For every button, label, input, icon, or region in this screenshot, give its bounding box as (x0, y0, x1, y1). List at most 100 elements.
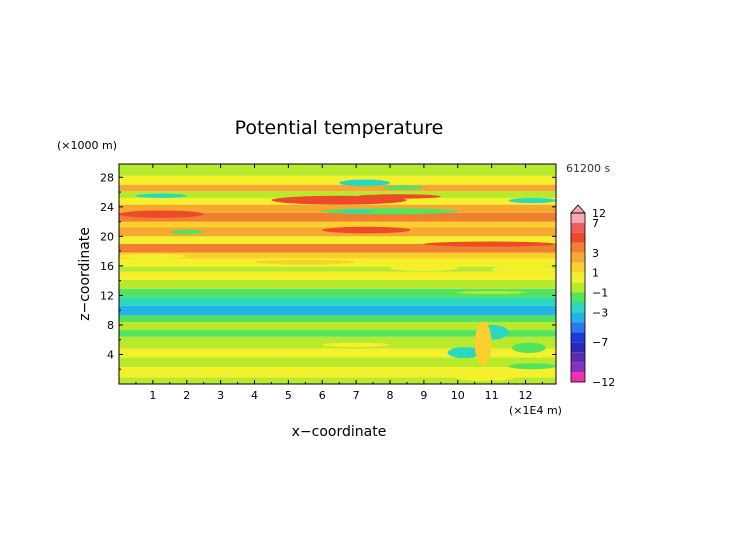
x-tick-label: 2 (183, 389, 190, 402)
field-patch (339, 209, 374, 213)
colorbar-frame (570, 212, 586, 383)
field-patch (118, 254, 187, 259)
layer-band (119, 164, 556, 176)
colorbar-tick-label: 1 (592, 267, 599, 280)
field-patch (135, 193, 187, 198)
colorbar-band (571, 262, 585, 273)
colorbar-band (571, 312, 585, 323)
layer-band (119, 336, 556, 349)
plot-area (118, 163, 557, 385)
x-tick-label: 10 (451, 389, 465, 402)
colorbar-band (571, 252, 585, 263)
x-axis: 1 2 3 4 5 6 7 8 9 10 11 12 (135, 164, 543, 402)
colorbar: 127 3 1 −1 −3 −7 −12 (570, 204, 615, 389)
field-patch (474, 321, 492, 366)
x-tick-label: 8 (387, 389, 394, 402)
colorbar-band (571, 362, 585, 373)
x-tick-label: 3 (217, 389, 224, 402)
y-axis-label: z−coordinate (77, 227, 93, 321)
x-tick-label: 7 (353, 389, 360, 402)
colorbar-tick-label: −7 (592, 336, 608, 349)
layer-band (119, 305, 556, 316)
x-axis-label: x−coordinate (292, 424, 387, 440)
layer-band (119, 212, 556, 222)
colorbar-band (571, 232, 585, 243)
colorbar-band (571, 242, 585, 253)
x-unit-label: (×1E4 m) (509, 404, 562, 417)
field-patch (491, 265, 556, 274)
y-tick-label: 4 (107, 348, 114, 361)
layer-band (119, 175, 556, 185)
y-tick-label: 24 (100, 201, 114, 214)
colorbar-band (571, 222, 585, 233)
layer-band (119, 204, 556, 213)
layer-band (119, 348, 556, 358)
x-tick-label: 9 (420, 389, 427, 402)
layer-band (119, 330, 556, 337)
y-tick-label: 12 (100, 289, 114, 302)
colorbar-band (571, 342, 585, 353)
colorbar-band (571, 322, 585, 333)
colorbar-tick-label: 3 (592, 247, 599, 260)
layer-band (119, 315, 556, 322)
y-axis: 4 8 12 16 20 24 28 (100, 171, 556, 370)
layer-band (119, 236, 556, 244)
layer-band (119, 191, 556, 198)
layer-band (119, 321, 556, 331)
field-patch (390, 265, 458, 272)
y-tick-label: 8 (107, 319, 114, 332)
x-tick-label: 1 (149, 389, 156, 402)
colorbar-band (571, 282, 585, 293)
field-patch (450, 369, 519, 382)
field-patch (322, 226, 411, 234)
field-patch (423, 241, 556, 247)
y-tick-label: 28 (100, 171, 114, 184)
colorbar-band (571, 332, 585, 343)
chart-title: Potential temperature (235, 117, 444, 139)
field-patch (322, 342, 391, 348)
field-patch (356, 194, 441, 199)
field-patch (457, 290, 526, 294)
plot-frame (118, 163, 557, 385)
x-tick-label: 5 (285, 389, 292, 402)
layer-band (119, 297, 556, 306)
layer-band (119, 221, 556, 228)
x-tick-label: 12 (519, 389, 533, 402)
y-tick-label: 20 (100, 230, 114, 243)
layer-band (119, 377, 556, 384)
field-patch (118, 210, 204, 218)
x-tick-label: 11 (485, 389, 499, 402)
colorbar-band (571, 302, 585, 313)
field-patch (508, 363, 556, 370)
colorbar-tick-label: 12 (592, 207, 606, 220)
x-tick-label: 6 (319, 389, 326, 402)
layer-band (119, 279, 556, 289)
colorbar-tick-label: −1 (592, 287, 608, 300)
layer-band (119, 184, 556, 192)
colorbar-band (571, 272, 585, 283)
colorbar-tick-label: 7 (592, 217, 599, 230)
layer-band (119, 252, 556, 259)
layer-band (119, 271, 556, 280)
layer-band (119, 243, 556, 253)
field-patch (339, 179, 391, 187)
layer-band (119, 288, 556, 298)
y-unit-label: (×1000 m) (57, 139, 117, 152)
layer-band (119, 357, 556, 368)
time-label: 61200 s (566, 162, 610, 175)
field-patch (383, 185, 424, 190)
field-patch (169, 229, 204, 235)
layer-band (119, 266, 556, 272)
colorbar-band (571, 372, 585, 382)
colorbar-tick-label: −3 (592, 306, 608, 319)
colorbar-band (571, 213, 585, 223)
field-patch (508, 197, 556, 204)
y-tick-label: 16 (100, 260, 114, 273)
field-patch (254, 259, 357, 265)
colorbar-band (571, 352, 585, 363)
x-tick-label: 4 (251, 389, 258, 402)
colorbar-band (571, 292, 585, 303)
field-patch (511, 342, 546, 353)
